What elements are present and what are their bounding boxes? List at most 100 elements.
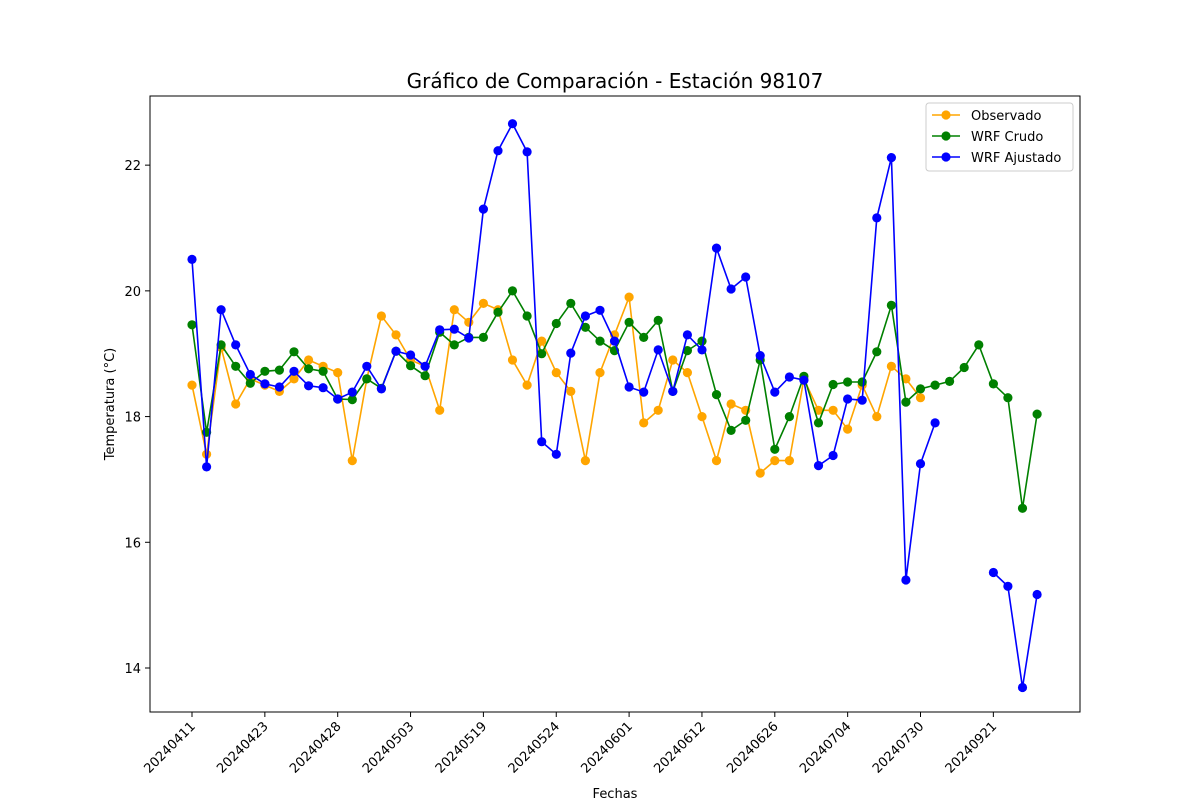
x-tick-label: 20240503	[360, 719, 417, 776]
data-point	[784, 412, 795, 422]
data-point	[566, 298, 576, 308]
data-point	[333, 368, 343, 378]
data-point	[187, 380, 197, 390]
data-point	[784, 456, 795, 466]
data-point	[697, 345, 707, 355]
y-tick-label: 20	[124, 285, 141, 300]
data-point	[245, 369, 255, 380]
data-point	[231, 399, 241, 409]
data-point	[493, 307, 503, 317]
data-point	[274, 365, 284, 375]
data-point	[653, 315, 663, 325]
data-point	[260, 366, 270, 376]
data-point	[478, 332, 488, 342]
data-point	[595, 368, 605, 378]
data-point	[901, 575, 911, 585]
data-point	[755, 468, 765, 478]
data-point	[376, 384, 386, 394]
data-point	[1017, 503, 1028, 513]
data-point	[682, 346, 693, 356]
data-point	[755, 351, 765, 361]
data-point	[318, 366, 328, 376]
data-point	[1032, 589, 1042, 600]
data-point	[580, 311, 591, 321]
data-point	[624, 292, 634, 302]
data-point	[595, 305, 605, 315]
series-line	[992, 571, 1038, 688]
data-point	[886, 361, 897, 371]
data-point	[843, 394, 853, 404]
data-point	[289, 347, 299, 357]
data-point	[682, 330, 693, 340]
x-axis: 20240411 20240423 20240428 20240503 20240519…	[141, 712, 1000, 777]
data-point	[711, 456, 722, 466]
data-point	[639, 418, 649, 428]
x-tick-label: 20240612	[651, 719, 708, 776]
data-point	[231, 361, 241, 371]
data-point	[435, 325, 445, 335]
x-tick-label: 20240411	[141, 719, 198, 776]
data-point	[551, 368, 561, 378]
data-point	[537, 336, 547, 346]
series-line	[191, 121, 936, 581]
data-point	[697, 412, 707, 422]
data-point	[726, 399, 736, 409]
data-point	[726, 425, 736, 435]
data-point	[915, 384, 926, 394]
x-tick-label: 20240519	[433, 719, 490, 776]
y-tick-label: 16	[124, 536, 141, 551]
data-point	[624, 317, 634, 327]
data-point	[274, 382, 284, 392]
data-point	[507, 119, 518, 129]
data-point	[449, 340, 459, 350]
data-point	[435, 405, 445, 415]
y-axis-label: Temperatura (°C)	[103, 348, 118, 461]
data-point	[770, 444, 780, 454]
x-tick-label: 20240524	[506, 719, 563, 776]
data-point	[318, 383, 328, 393]
data-point	[945, 376, 955, 386]
data-point	[974, 340, 984, 350]
data-point	[741, 415, 751, 425]
data-point	[828, 405, 838, 415]
data-point	[202, 449, 212, 459]
data-point	[507, 286, 518, 296]
data-point	[901, 374, 911, 384]
series-line	[191, 289, 1038, 509]
data-point	[580, 456, 591, 466]
data-point	[1032, 409, 1042, 419]
data-point	[347, 395, 357, 405]
data-point	[799, 375, 809, 385]
data-point	[784, 372, 795, 382]
y-tick-label: 14	[124, 662, 141, 677]
data-point	[347, 456, 357, 466]
series	[187, 119, 1042, 693]
data-point	[857, 395, 867, 405]
data-point	[915, 459, 926, 469]
data-point	[872, 347, 882, 357]
data-point	[901, 397, 911, 407]
legend-marker	[941, 110, 951, 120]
data-point	[449, 324, 459, 334]
y-tick-label: 22	[124, 159, 141, 174]
data-point	[406, 361, 416, 371]
x-tick-label: 20240423	[214, 719, 271, 776]
plot-area	[149, 95, 1081, 713]
data-point	[537, 437, 547, 447]
data-point	[493, 146, 503, 156]
x-tick-label: 20240428	[287, 719, 344, 776]
legend-label: WRF Crudo	[971, 130, 1043, 145]
data-point	[231, 340, 241, 350]
data-point	[420, 361, 430, 371]
data-point	[1017, 682, 1028, 693]
data-point	[566, 348, 576, 358]
data-point	[522, 380, 532, 390]
legend-marker	[941, 131, 951, 141]
legend: Observado WRF Crudo WRF Ajustado	[925, 102, 1074, 172]
data-point	[289, 374, 299, 384]
data-point	[260, 379, 270, 389]
data-point	[551, 449, 561, 459]
data-point	[959, 362, 969, 373]
data-point	[886, 300, 897, 310]
